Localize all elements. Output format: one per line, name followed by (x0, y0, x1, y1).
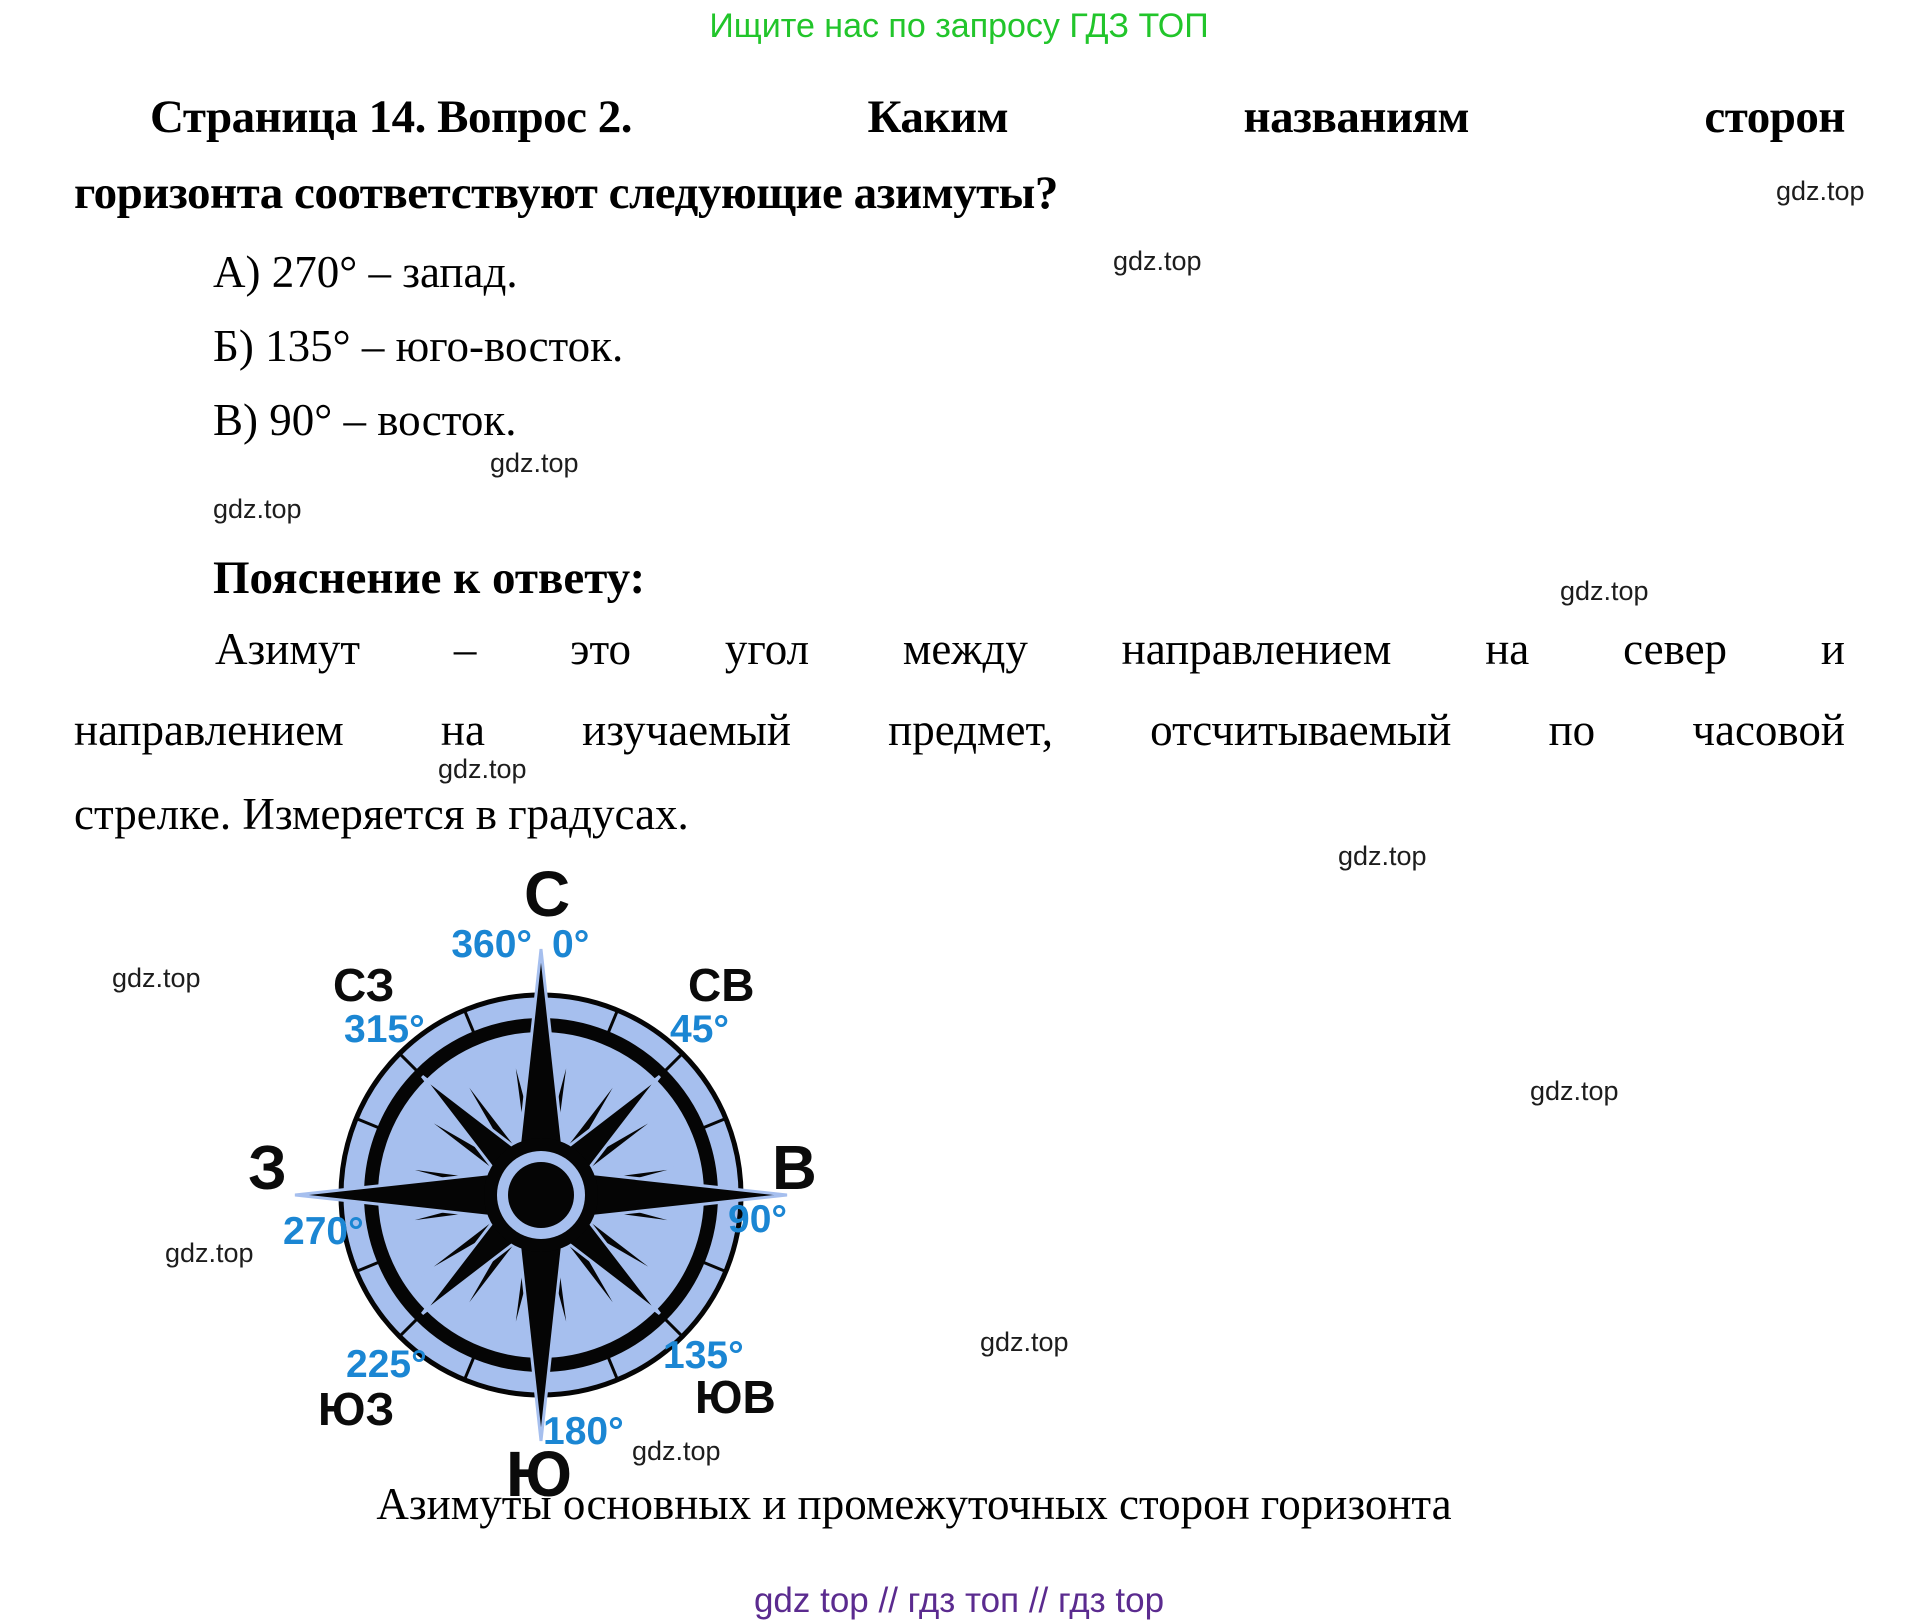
para-word: по (1548, 705, 1596, 755)
para-word: на (440, 705, 485, 755)
para-word: отсчитываемый (1150, 705, 1452, 755)
degree-label-225: 225° (346, 1343, 427, 1386)
watermark: gdz.top (632, 1436, 721, 1466)
degree-label-90: 90° (728, 1198, 787, 1241)
explanation-heading: Пояснение к ответу: (213, 552, 646, 604)
para-word: направлением (1121, 624, 1392, 674)
watermark: gdz.top (438, 754, 527, 784)
footer-note: gdz top // гдз топ // гдз top (753, 1581, 1165, 1620)
compass-label-northeast: СВ (688, 959, 755, 1011)
degree-label-0: 0° (552, 923, 590, 966)
explanation-line2: направлением на изучаемый предмет, отсчи… (74, 706, 1845, 755)
watermark: gdz.top (1113, 246, 1202, 276)
compass-rose (294, 948, 788, 1442)
watermark: gdz.top (1560, 576, 1649, 606)
page-title-line1: Страница 14. Вопрос 2. Каким названиям с… (150, 92, 1845, 143)
para-word: и (1820, 624, 1845, 674)
watermark: gdz.top (1530, 1076, 1619, 1106)
watermark: gdz.top (165, 1238, 254, 1268)
watermark: gdz.top (1776, 176, 1865, 206)
watermark: gdz.top (980, 1327, 1069, 1357)
compass-hub-core (508, 1162, 574, 1228)
compass-label-southeast: ЮВ (695, 1371, 776, 1423)
para-word: угол (724, 624, 810, 674)
compass-label-southwest: ЮЗ (318, 1383, 395, 1435)
title-word: Каким (867, 91, 1009, 143)
header-note: Ищите нас по запросу ГДЗ ТОП (709, 7, 1209, 45)
compass-label-west: З (248, 1134, 287, 1203)
explanation-line3: стрелке. Измеряется в градусах. (74, 789, 689, 839)
para-word: север (1623, 624, 1728, 674)
para-word: предмет, (888, 705, 1053, 755)
page-title-line2: горизонта соответствуют следующие азимут… (74, 167, 1058, 219)
watermark: gdz.top (490, 448, 579, 478)
para-word: часовой (1692, 705, 1845, 755)
answer-item-a: А) 270° – запад. (213, 247, 518, 297)
degree-label-135: 135° (663, 1334, 744, 1377)
degree-label-315: 315° (344, 1008, 425, 1051)
degree-label-360: 360° (451, 923, 532, 966)
watermark: gdz.top (213, 494, 302, 524)
figure-caption: Азимуты основных и промежуточных сторон … (376, 1479, 1452, 1529)
title-prefix: Страница 14. Вопрос 2. (150, 91, 633, 143)
para-word: изучаемый (582, 705, 791, 755)
para-word: направлением (74, 705, 344, 755)
compass-label-north: С (524, 858, 571, 930)
explanation-line1: Азимут – это угол между направлением на … (215, 625, 1845, 674)
para-word: Азимут (215, 624, 360, 674)
para-word: на (1485, 624, 1530, 674)
compass-label-south: Ю (506, 1438, 572, 1510)
compass-label-northwest: СЗ (333, 959, 395, 1011)
compass-label-east: В (772, 1134, 817, 1203)
degree-label-180: 180° (543, 1410, 624, 1453)
title-word: сторон (1704, 91, 1845, 143)
degree-label-270: 270° (283, 1210, 364, 1253)
para-word: – (453, 624, 477, 674)
para-word: это (570, 624, 632, 674)
watermark: gdz.top (112, 963, 201, 993)
answer-item-v: В) 90° – восток. (213, 395, 517, 445)
watermark: gdz.top (1338, 841, 1427, 871)
degree-label-45: 45° (670, 1008, 729, 1051)
title-word: названиям (1243, 91, 1470, 143)
answer-item-b: Б) 135° – юго-восток. (213, 321, 624, 371)
para-word: между (902, 624, 1028, 674)
